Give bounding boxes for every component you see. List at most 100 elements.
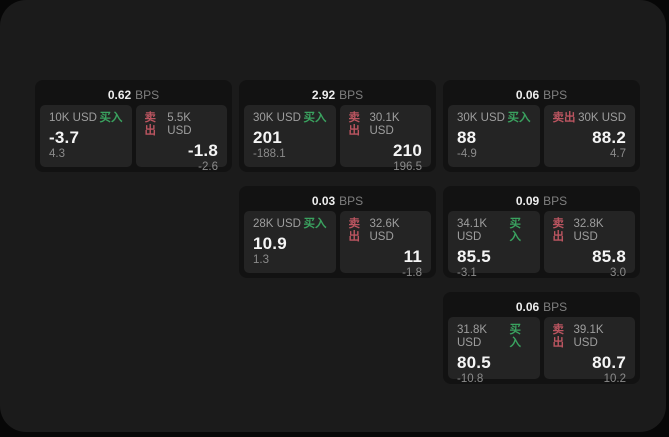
- buy-side-label: 买入: [507, 112, 531, 124]
- buy-delta: -4.9: [457, 148, 477, 160]
- sell-panel-header: 卖出 30.1K USD: [349, 112, 423, 138]
- buy-panel[interactable]: 31.8K USD 买入 80.5 -10.8: [448, 317, 540, 385]
- sell-panel[interactable]: 卖出 30K USD 88.2 4.7: [543, 105, 635, 167]
- sell-delta: -1.8: [402, 267, 422, 279]
- sell-panel-header: 卖出 32.8K USD: [553, 218, 627, 244]
- buy-amount: 31.8K USD: [457, 324, 488, 349]
- buy-price: 88: [457, 128, 477, 147]
- buy-side-label: 买入: [99, 112, 123, 124]
- sell-amount: 32.8K USD: [573, 218, 604, 243]
- quote-card: 2.92 BPS 30K USD 买入 201 -188.1 卖出 30.1K …: [239, 80, 436, 173]
- buy-panel[interactable]: 28K USD 买入 10.9 1.3: [244, 211, 336, 273]
- sell-panel-header: 卖出 5.5K USD: [145, 112, 219, 138]
- sell-panel-header: 卖出 30K USD: [553, 112, 627, 125]
- bps-unit-label: BPS: [543, 194, 568, 208]
- buy-panel[interactable]: 30K USD 买入 201 -188.1: [244, 105, 336, 167]
- sell-panel[interactable]: 卖出 39.1K USD 80.7 10.2: [543, 317, 635, 385]
- buy-panel-header: 30K USD 买入: [457, 112, 531, 125]
- buy-price: 201: [253, 128, 282, 147]
- buy-delta: 4.3: [49, 148, 65, 160]
- sell-panel[interactable]: 卖出 5.5K USD -1.8 -2.6: [135, 105, 227, 173]
- card-header: 2.92 BPS: [244, 85, 431, 105]
- sell-side-label: 卖出: [552, 324, 565, 349]
- buy-panel[interactable]: 30K USD 买入 88 -4.9: [448, 105, 540, 167]
- sell-amount: 30K USD: [578, 112, 626, 124]
- sell-delta: 196.5: [393, 161, 422, 173]
- buy-price: 10.9: [253, 234, 287, 253]
- buy-panel[interactable]: 10K USD 买入 -3.7 4.3: [40, 105, 132, 167]
- sell-side-label: 卖出: [348, 218, 361, 243]
- buy-panel[interactable]: 34.1K USD 买入 85.5 -3.1: [448, 211, 540, 279]
- quote-panels: 10K USD 买入 -3.7 4.3 卖出 5.5K USD -1.8 -2.…: [40, 105, 227, 173]
- sell-price: 85.8: [592, 247, 626, 266]
- sell-panel[interactable]: 卖出 32.6K USD 11 -1.8: [339, 211, 431, 279]
- bps-value: 0.62: [107, 88, 132, 102]
- bps-unit-label: BPS: [339, 88, 364, 102]
- quote-panels: 28K USD 买入 10.9 1.3 卖出 32.6K USD 11 -1.8: [244, 211, 431, 279]
- sell-delta: -2.6: [198, 161, 218, 173]
- buy-amount: 34.1K USD: [457, 218, 488, 243]
- quote-panels: 30K USD 买入 201 -188.1 卖出 30.1K USD 210 1…: [244, 105, 431, 173]
- buy-panel-header: 31.8K USD 买入: [457, 324, 531, 350]
- buy-side-label: 买入: [509, 324, 522, 349]
- sell-price: 11: [403, 247, 422, 266]
- buy-price: 85.5: [457, 247, 491, 266]
- quote-panels: 31.8K USD 买入 80.5 -10.8 卖出 39.1K USD 80.…: [448, 317, 635, 385]
- quote-card: 0.03 BPS 28K USD 买入 10.9 1.3 卖出 32.6K US…: [239, 186, 436, 279]
- buy-amount: 30K USD: [457, 112, 505, 124]
- buy-delta: 1.3: [253, 254, 269, 266]
- bps-value: 0.03: [311, 194, 336, 208]
- sell-delta: 10.2: [603, 373, 626, 385]
- sell-price: -1.8: [187, 141, 218, 160]
- sell-side-label: 卖出: [144, 112, 157, 137]
- quote-card: 0.06 BPS 30K USD 买入 88 -4.9 卖出 30K USD 8…: [443, 80, 640, 172]
- buy-amount: 28K USD: [253, 218, 301, 230]
- buy-panel-header: 28K USD 买入: [253, 218, 327, 231]
- sell-price: 210: [393, 141, 422, 160]
- sell-panel[interactable]: 卖出 32.8K USD 85.8 3.0: [543, 211, 635, 279]
- buy-delta: -188.1: [253, 148, 286, 160]
- quote-panels: 30K USD 买入 88 -4.9 卖出 30K USD 88.2 4.7: [448, 105, 635, 167]
- bps-value: 2.92: [311, 88, 336, 102]
- quote-panels: 34.1K USD 买入 85.5 -3.1 卖出 32.8K USD 85.8…: [448, 211, 635, 279]
- sell-amount: 39.1K USD: [573, 324, 604, 349]
- sell-side-label: 卖出: [552, 218, 565, 243]
- buy-amount: 30K USD: [253, 112, 301, 124]
- card-header: 0.06 BPS: [448, 297, 635, 317]
- sell-panel[interactable]: 卖出 30.1K USD 210 196.5: [339, 105, 431, 173]
- card-header: 0.09 BPS: [448, 191, 635, 211]
- bps-unit-label: BPS: [543, 300, 568, 314]
- bps-unit-label: BPS: [543, 88, 568, 102]
- buy-delta: -10.8: [457, 373, 484, 385]
- sell-panel-header: 卖出 32.6K USD: [349, 218, 423, 244]
- sell-delta: 4.7: [610, 148, 626, 160]
- bps-unit-label: BPS: [339, 194, 364, 208]
- sell-delta: 3.0: [610, 267, 626, 279]
- buy-price: -3.7: [49, 128, 80, 147]
- bps-value: 0.06: [515, 300, 540, 314]
- cards-grid: 0.62 BPS 10K USD 买入 -3.7 4.3 卖出 5.5K USD…: [35, 80, 640, 385]
- buy-panel-header: 34.1K USD 买入: [457, 218, 531, 244]
- sell-price: 88.2: [592, 128, 626, 147]
- bps-unit-label: BPS: [135, 88, 160, 102]
- quote-card: 0.09 BPS 34.1K USD 买入 85.5 -3.1 卖出 32.8K…: [443, 186, 640, 279]
- buy-panel-header: 30K USD 买入: [253, 112, 327, 125]
- card-header: 0.06 BPS: [448, 85, 635, 105]
- buy-side-label: 买入: [509, 218, 522, 243]
- buy-side-label: 买入: [303, 112, 327, 124]
- buy-delta: -3.1: [457, 267, 477, 279]
- buy-price: 80.5: [457, 353, 491, 372]
- sell-amount: 30.1K USD: [369, 112, 400, 137]
- buy-side-label: 买入: [303, 218, 327, 230]
- card-header: 0.03 BPS: [244, 191, 431, 211]
- quote-card: 0.06 BPS 31.8K USD 买入 80.5 -10.8 卖出 39.1…: [443, 292, 640, 385]
- bps-value: 0.09: [515, 194, 540, 208]
- sell-side-label: 卖出: [348, 112, 361, 137]
- bps-value: 0.06: [515, 88, 540, 102]
- sell-amount: 32.6K USD: [369, 218, 400, 243]
- buy-amount: 10K USD: [49, 112, 97, 124]
- sell-side-label: 卖出: [552, 112, 576, 124]
- quote-card: 0.62 BPS 10K USD 买入 -3.7 4.3 卖出 5.5K USD…: [35, 80, 232, 173]
- card-header: 0.62 BPS: [40, 85, 227, 105]
